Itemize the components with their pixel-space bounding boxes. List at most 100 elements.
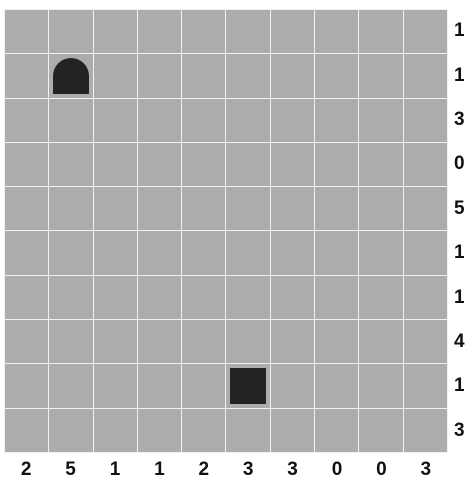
grid-cell-r2-c5[interactable] (226, 98, 270, 142)
grid-cell-r4-c8[interactable] (359, 187, 403, 231)
grid-cell-r9-c0[interactable] (5, 408, 49, 452)
grid-cell-r6-c2[interactable] (93, 275, 137, 320)
grid-cell-r1-c0[interactable] (5, 54, 49, 98)
grid-cell-r5-c7[interactable] (315, 231, 359, 275)
grid-cell-r2-c3[interactable] (137, 98, 182, 142)
grid-cell-r7-c2[interactable] (93, 320, 137, 364)
grid-cell-r5-c8[interactable] (359, 231, 403, 275)
grid-cell-r5-c0[interactable] (5, 231, 49, 275)
grid-cell-r4-c0[interactable] (5, 187, 49, 231)
grid-cell-r6-c0[interactable] (5, 275, 49, 320)
grid-cell-r6-c4[interactable] (182, 275, 226, 320)
grid-cell-r3-c2[interactable] (93, 142, 137, 187)
grid-cell-r5-c5[interactable] (226, 231, 270, 275)
grid-cell-r4-c5[interactable] (226, 187, 270, 231)
grid-cell-r2-c2[interactable] (93, 98, 137, 142)
grid-cell-r4-c7[interactable] (315, 187, 359, 231)
grid-cell-r3-c7[interactable] (315, 142, 359, 187)
grid-cell-r0-c1[interactable] (49, 10, 93, 54)
grid-cell-r7-c4[interactable] (182, 320, 226, 364)
grid-cell-r0-c9[interactable] (403, 10, 447, 54)
grid-cell-r4-c4[interactable] (182, 187, 226, 231)
grid-cell-r5-c6[interactable] (270, 231, 315, 275)
grid-cell-r8-c1[interactable] (49, 364, 93, 408)
grid-cell-r1-c4[interactable] (182, 54, 226, 98)
grid-cell-r8-c2[interactable] (93, 364, 137, 408)
grid-cell-r7-c1[interactable] (49, 320, 93, 364)
grid-cell-r9-c3[interactable] (137, 408, 182, 452)
grid-cell-r6-c1[interactable] (49, 275, 93, 320)
grid-cell-r2-c9[interactable] (403, 98, 447, 142)
grid-cell-r8-c6[interactable] (270, 364, 315, 408)
grid-cell-r1-c9[interactable] (403, 54, 447, 98)
grid-cell-r3-c9[interactable] (403, 142, 447, 187)
grid-cell-r2-c8[interactable] (359, 98, 403, 142)
grid-cell-r3-c0[interactable] (5, 142, 49, 187)
grid-cell-r2-c7[interactable] (315, 98, 359, 142)
grid-cell-r2-c0[interactable] (5, 98, 49, 142)
grid-cell-r9-c8[interactable] (359, 408, 403, 452)
grid-cell-r7-c6[interactable] (270, 320, 315, 364)
grid-cell-r1-c6[interactable] (270, 54, 315, 98)
grid-cell-r7-c8[interactable] (359, 320, 403, 364)
grid-cell-r1-c5[interactable] (226, 54, 270, 98)
grid-cell-r5-c9[interactable] (403, 231, 447, 275)
grid-cell-r8-c0[interactable] (5, 364, 49, 408)
grid-cell-r0-c8[interactable] (359, 10, 403, 54)
grid-cell-r1-c7[interactable] (315, 54, 359, 98)
grid-cell-r0-c5[interactable] (226, 10, 270, 54)
grid-cell-r2-c1[interactable] (49, 98, 93, 142)
grid-cell-r3-c5[interactable] (226, 142, 270, 187)
grid-cell-r8-c4[interactable] (182, 364, 226, 408)
grid-cell-r3-c1[interactable] (49, 142, 93, 187)
grid-cell-r4-c1[interactable] (49, 187, 93, 231)
grid-cell-r9-c5[interactable] (226, 408, 270, 452)
grid-cell-r0-c6[interactable] (270, 10, 315, 54)
grid-cell-r5-c2[interactable] (93, 231, 137, 275)
grid-cell-r4-c6[interactable] (270, 187, 315, 231)
grid-cell-r8-c3[interactable] (137, 364, 182, 408)
grid-cell-r7-c0[interactable] (5, 320, 49, 364)
grid-cell-r3-c3[interactable] (137, 142, 182, 187)
grid-cell-r9-c6[interactable] (270, 408, 315, 452)
grid-cell-r1-c1[interactable] (49, 54, 93, 98)
grid-cell-r2-c6[interactable] (270, 98, 315, 142)
grid-cell-r9-c1[interactable] (49, 408, 93, 452)
grid-cell-r6-c3[interactable] (137, 275, 182, 320)
grid-cell-r4-c3[interactable] (137, 187, 182, 231)
grid-cell-r0-c7[interactable] (315, 10, 359, 54)
grid-cell-r3-c4[interactable] (182, 142, 226, 187)
grid-cell-r8-c9[interactable] (403, 364, 447, 408)
grid-cell-r1-c2[interactable] (93, 54, 137, 98)
grid-cell-r8-c5[interactable] (226, 364, 270, 408)
grid-cell-r3-c6[interactable] (270, 142, 315, 187)
grid-cell-r1-c8[interactable] (359, 54, 403, 98)
grid-cell-r1-c3[interactable] (137, 54, 182, 98)
grid-cell-r6-c7[interactable] (315, 275, 359, 320)
grid-cell-r0-c4[interactable] (182, 10, 226, 54)
grid-cell-r5-c4[interactable] (182, 231, 226, 275)
grid-cell-r4-c2[interactable] (93, 187, 137, 231)
grid-cell-r9-c4[interactable] (182, 408, 226, 452)
grid-cell-r7-c5[interactable] (226, 320, 270, 364)
grid-cell-r6-c6[interactable] (270, 275, 315, 320)
grid-cell-r6-c9[interactable] (403, 275, 447, 320)
grid-cell-r7-c9[interactable] (403, 320, 447, 364)
grid-cell-r6-c5[interactable] (226, 275, 270, 320)
grid-cell-r7-c3[interactable] (137, 320, 182, 364)
grid-cell-r2-c4[interactable] (182, 98, 226, 142)
grid-cell-r9-c9[interactable] (403, 408, 447, 452)
grid-cell-r0-c2[interactable] (93, 10, 137, 54)
grid-cell-r9-c2[interactable] (93, 408, 137, 452)
grid-cell-r3-c8[interactable] (359, 142, 403, 187)
grid-cell-r6-c8[interactable] (359, 275, 403, 320)
grid-cell-r8-c8[interactable] (359, 364, 403, 408)
grid-cell-r9-c7[interactable] (315, 408, 359, 452)
grid-cell-r5-c1[interactable] (49, 231, 93, 275)
grid-cell-r8-c7[interactable] (315, 364, 359, 408)
grid-cell-r5-c3[interactable] (137, 231, 182, 275)
grid-cell-r7-c7[interactable] (315, 320, 359, 364)
grid-cell-r0-c0[interactable] (5, 10, 49, 54)
grid-cell-r0-c3[interactable] (137, 10, 182, 54)
grid-cell-r4-c9[interactable] (403, 187, 447, 231)
